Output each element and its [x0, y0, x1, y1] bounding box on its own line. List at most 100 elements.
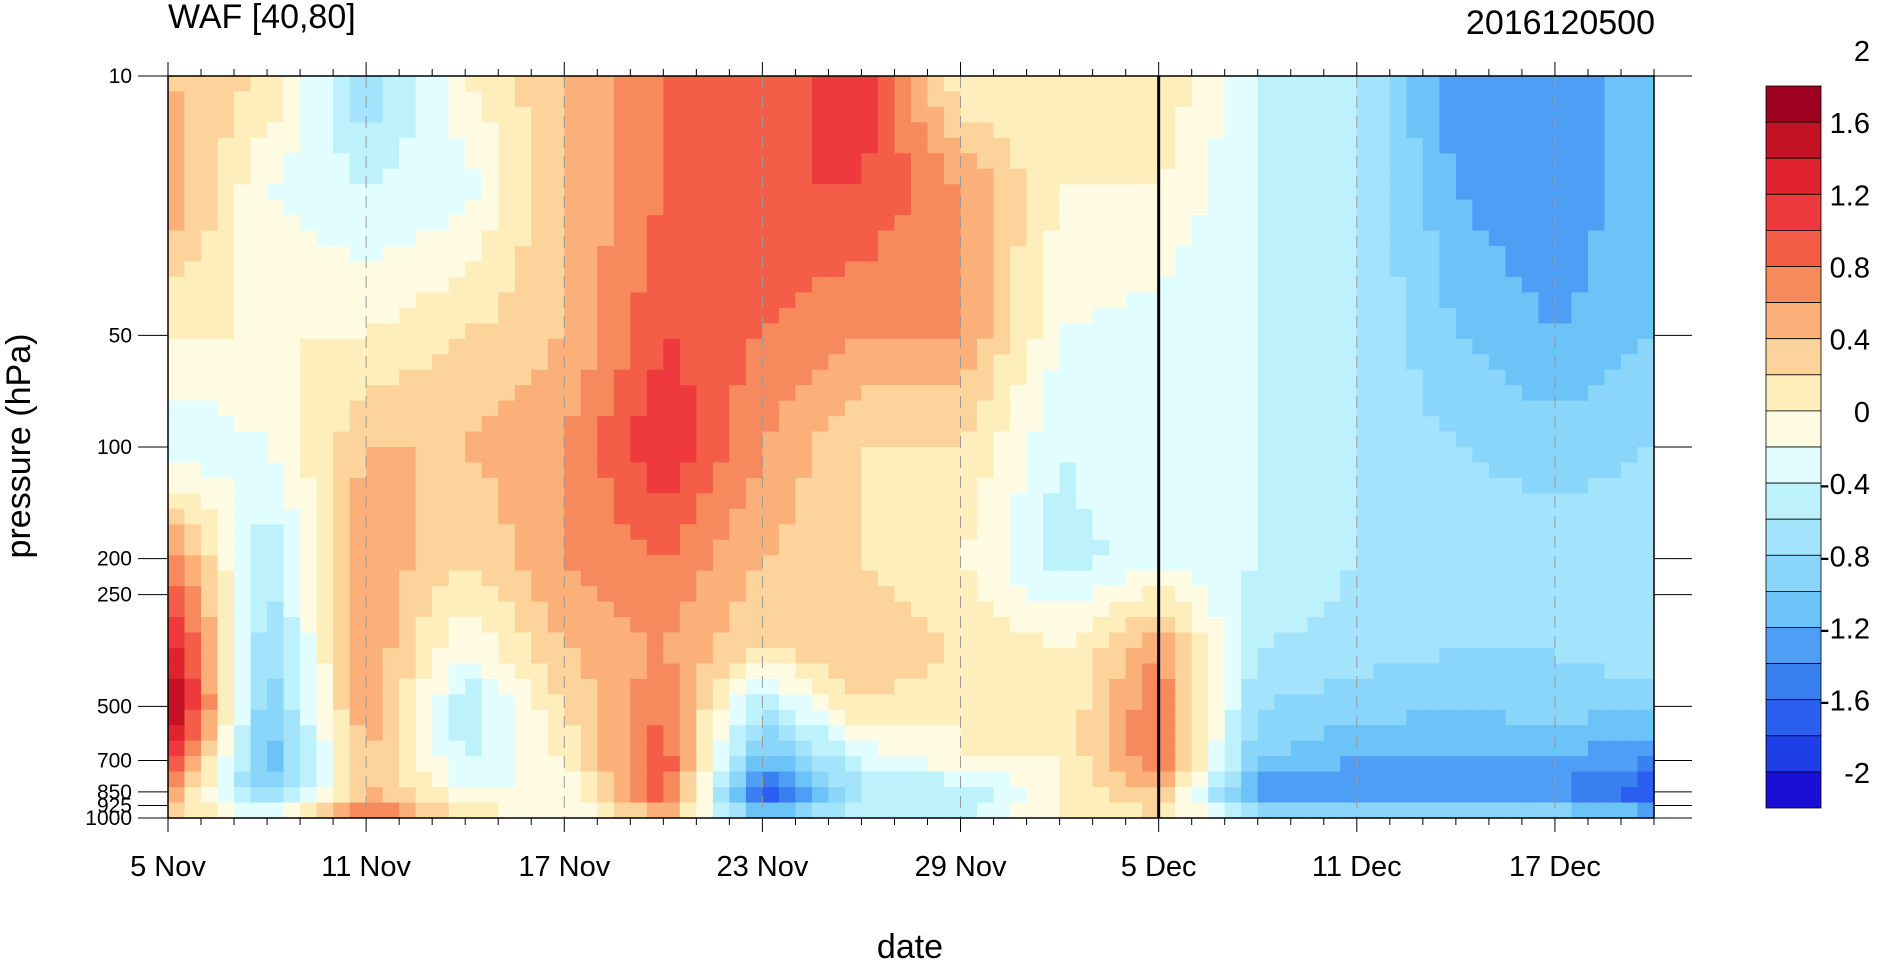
field-cell: [712, 586, 730, 603]
field-cell: [250, 632, 268, 649]
field-cell: [1521, 524, 1540, 541]
field-cell: [1191, 354, 1209, 371]
field-cell: [1406, 586, 1424, 603]
field-cell: [729, 601, 747, 618]
field-cell: [1208, 740, 1226, 757]
field-cell: [927, 756, 945, 773]
field-cell: [580, 477, 598, 494]
field-cell: [1406, 756, 1424, 773]
field-cell: [250, 106, 268, 123]
field-cell: [1620, 416, 1639, 433]
field-cell: [531, 632, 549, 649]
field-cell: [1208, 292, 1226, 309]
field-cell: [696, 276, 714, 294]
field-cell: [1488, 199, 1506, 216]
field-cell: [1109, 663, 1127, 680]
field-cell: [1356, 617, 1374, 634]
field-cell: [1208, 338, 1226, 355]
field-cell: [1373, 184, 1391, 201]
field-cell: [1142, 539, 1160, 556]
field-cell: [465, 802, 483, 819]
field-cell: [465, 91, 483, 108]
field-cell: [762, 168, 780, 185]
field-cell: [432, 493, 450, 510]
field-cell: [267, 400, 285, 417]
field-cell: [333, 385, 351, 402]
field-cell: [283, 215, 301, 232]
field-cell: [927, 276, 945, 294]
field-cell: [349, 787, 367, 804]
field-cell: [1224, 493, 1242, 510]
field-cell: [399, 570, 417, 587]
field-cell: [415, 447, 433, 464]
field-cell: [1059, 76, 1077, 93]
field-cell: [1505, 539, 1523, 556]
field-cell: [1208, 771, 1226, 788]
field-cell: [1175, 447, 1193, 464]
field-cell: [861, 168, 879, 185]
field-cell: [399, 292, 417, 309]
field-cell: [778, 493, 797, 510]
field-cell: [1505, 725, 1523, 742]
field-cell: [184, 617, 202, 634]
field-cell: [217, 354, 235, 371]
field-cell: [382, 756, 400, 773]
field-cell: [1571, 694, 1589, 711]
field-cell: [1340, 276, 1358, 294]
field-cell: [300, 740, 318, 757]
field-cell: [795, 431, 813, 448]
field-cell: [217, 76, 235, 93]
field-cell: [646, 91, 664, 108]
field-cell: [1241, 740, 1259, 757]
field-cell: [1092, 106, 1110, 123]
field-cell: [712, 493, 730, 510]
field-cell: [1208, 570, 1226, 587]
field-cell: [168, 462, 186, 479]
field-cell: [201, 740, 219, 757]
field-cell: [316, 168, 334, 185]
field-cell: [1092, 354, 1110, 371]
field-cell: [894, 292, 912, 309]
field-cell: [217, 632, 235, 649]
field-cell: [349, 292, 367, 309]
field-cell: [316, 76, 334, 93]
field-cell: [1010, 153, 1028, 170]
field-cell: [1373, 539, 1391, 556]
field-cell: [630, 539, 648, 556]
field-cell: [1043, 106, 1061, 123]
field-cell: [217, 106, 235, 123]
field-cell: [1191, 601, 1209, 618]
field-cell: [1290, 601, 1308, 618]
field-cell: [349, 447, 367, 464]
field-cell: [1043, 261, 1061, 278]
field-cell: [1208, 647, 1226, 665]
field-cell: [1554, 76, 1573, 93]
field-cell: [1307, 400, 1325, 417]
field-cell: [531, 771, 549, 788]
field-cell: [1389, 632, 1407, 649]
field-cell: [911, 369, 929, 386]
field-cell: [1604, 276, 1622, 294]
field-cell: [613, 137, 631, 154]
field-cell: [1307, 122, 1325, 139]
field-cell: [1587, 323, 1606, 340]
field-cell: [1356, 261, 1374, 278]
field-cell: [531, 276, 549, 294]
field-cell: [399, 725, 417, 742]
field-cell: [184, 76, 202, 93]
field-cell: [184, 91, 202, 108]
field-cell: [597, 586, 615, 603]
field-cell: [300, 586, 318, 603]
field-cell: [1373, 215, 1391, 232]
field-cell: [1241, 137, 1259, 154]
field-cell: [729, 524, 747, 541]
field-cell: [250, 694, 268, 711]
field-cell: [1389, 323, 1407, 340]
field-cell: [1340, 508, 1358, 525]
field-cell: [927, 122, 945, 139]
field-cell: [1175, 586, 1193, 603]
field-cell: [762, 76, 780, 93]
field-cell: [1356, 647, 1374, 665]
field-cell: [184, 632, 202, 649]
field-cell: [514, 153, 532, 170]
